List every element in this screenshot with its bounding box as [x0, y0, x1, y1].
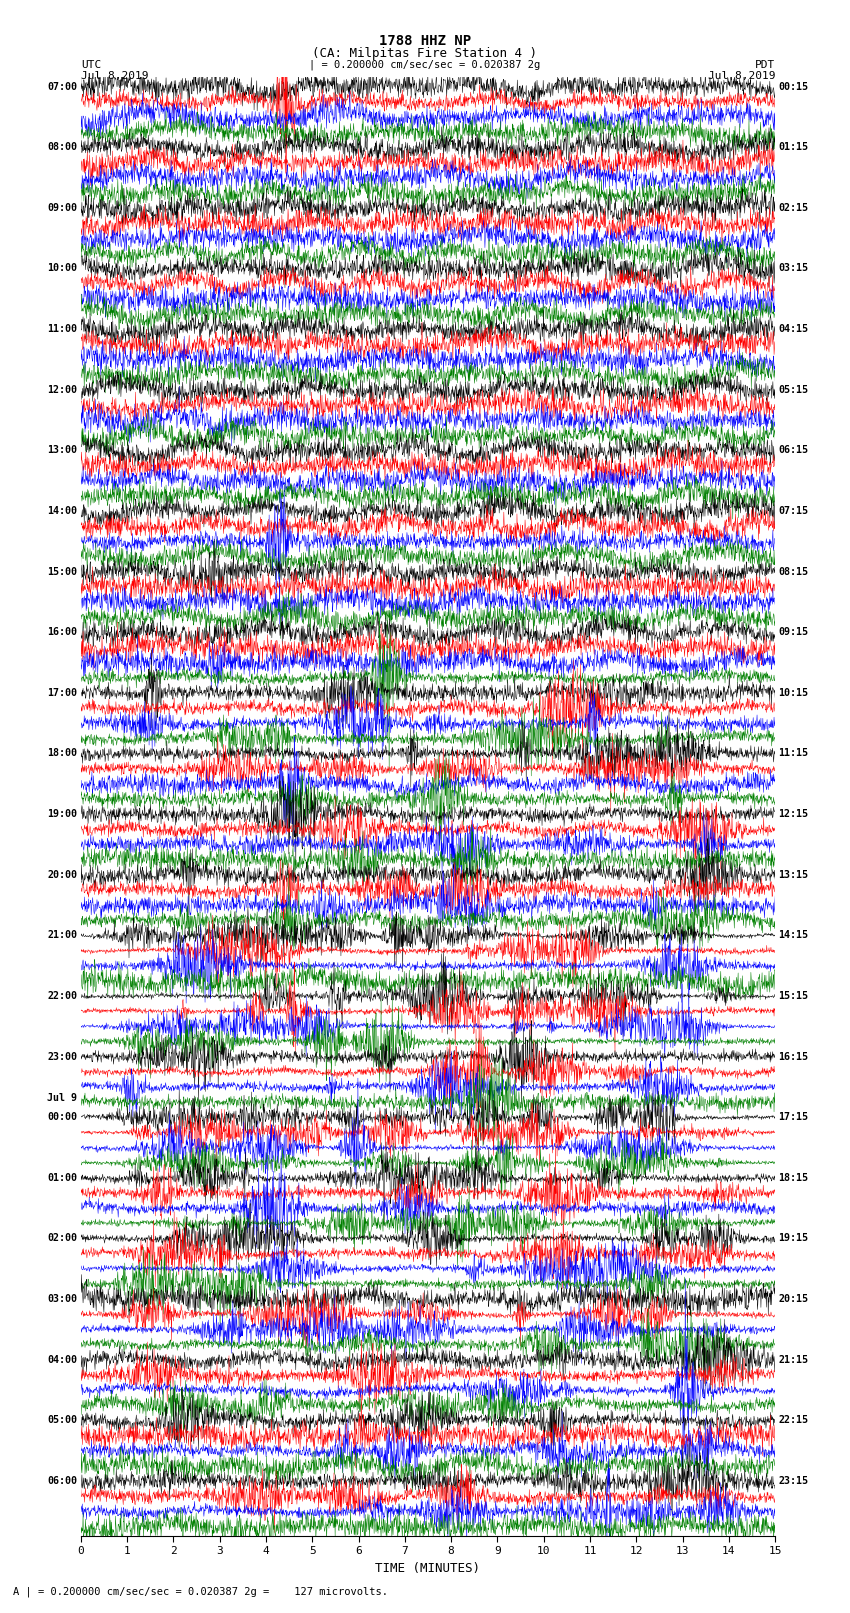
Text: Jul 8,2019: Jul 8,2019: [81, 71, 148, 81]
Text: 09:15: 09:15: [779, 627, 808, 637]
Text: 04:15: 04:15: [779, 324, 808, 334]
Text: 23:15: 23:15: [779, 1476, 808, 1486]
Text: 12:00: 12:00: [48, 384, 77, 395]
Text: 19:15: 19:15: [779, 1234, 808, 1244]
Text: 1788 HHZ NP: 1788 HHZ NP: [379, 34, 471, 48]
Text: 10:15: 10:15: [779, 687, 808, 698]
Text: 19:00: 19:00: [48, 810, 77, 819]
Text: 05:00: 05:00: [48, 1415, 77, 1426]
Text: 02:15: 02:15: [779, 203, 808, 213]
Text: 06:15: 06:15: [779, 445, 808, 455]
Text: UTC: UTC: [81, 60, 101, 69]
Text: 20:00: 20:00: [48, 869, 77, 879]
Text: 22:00: 22:00: [48, 990, 77, 1002]
Text: 14:15: 14:15: [779, 931, 808, 940]
Text: Jul 9: Jul 9: [48, 1092, 77, 1103]
Text: 10:00: 10:00: [48, 263, 77, 274]
Text: 00:00: 00:00: [48, 1113, 77, 1123]
Text: 03:15: 03:15: [779, 263, 808, 274]
Text: 13:00: 13:00: [48, 445, 77, 455]
Text: 01:15: 01:15: [779, 142, 808, 152]
Text: | = 0.200000 cm/sec/sec = 0.020387 2g: | = 0.200000 cm/sec/sec = 0.020387 2g: [309, 60, 541, 71]
Text: 18:00: 18:00: [48, 748, 77, 758]
Text: A | = 0.200000 cm/sec/sec = 0.020387 2g =    127 microvolts.: A | = 0.200000 cm/sec/sec = 0.020387 2g …: [13, 1586, 388, 1597]
Text: 02:00: 02:00: [48, 1234, 77, 1244]
Text: 23:00: 23:00: [48, 1052, 77, 1061]
Text: Jul 8,2019: Jul 8,2019: [708, 71, 775, 81]
Text: 22:15: 22:15: [779, 1415, 808, 1426]
Text: 12:15: 12:15: [779, 810, 808, 819]
Text: 18:15: 18:15: [779, 1173, 808, 1182]
Text: 08:15: 08:15: [779, 566, 808, 576]
Text: 21:00: 21:00: [48, 931, 77, 940]
Text: 15:15: 15:15: [779, 990, 808, 1002]
Text: 11:15: 11:15: [779, 748, 808, 758]
Text: 16:00: 16:00: [48, 627, 77, 637]
Text: 00:15: 00:15: [779, 82, 808, 92]
Text: 09:00: 09:00: [48, 203, 77, 213]
Text: 04:00: 04:00: [48, 1355, 77, 1365]
Text: 07:00: 07:00: [48, 82, 77, 92]
Text: 07:15: 07:15: [779, 506, 808, 516]
Text: 21:15: 21:15: [779, 1355, 808, 1365]
Text: 05:15: 05:15: [779, 384, 808, 395]
X-axis label: TIME (MINUTES): TIME (MINUTES): [376, 1561, 480, 1574]
Text: (CA: Milpitas Fire Station 4 ): (CA: Milpitas Fire Station 4 ): [313, 47, 537, 60]
Text: 01:00: 01:00: [48, 1173, 77, 1182]
Text: 13:15: 13:15: [779, 869, 808, 879]
Text: PDT: PDT: [755, 60, 775, 69]
Text: 08:00: 08:00: [48, 142, 77, 152]
Text: 16:15: 16:15: [779, 1052, 808, 1061]
Text: 06:00: 06:00: [48, 1476, 77, 1486]
Text: 14:00: 14:00: [48, 506, 77, 516]
Text: 03:00: 03:00: [48, 1294, 77, 1305]
Text: 17:00: 17:00: [48, 687, 77, 698]
Text: 17:15: 17:15: [779, 1113, 808, 1123]
Text: 15:00: 15:00: [48, 566, 77, 576]
Text: 20:15: 20:15: [779, 1294, 808, 1305]
Text: 11:00: 11:00: [48, 324, 77, 334]
